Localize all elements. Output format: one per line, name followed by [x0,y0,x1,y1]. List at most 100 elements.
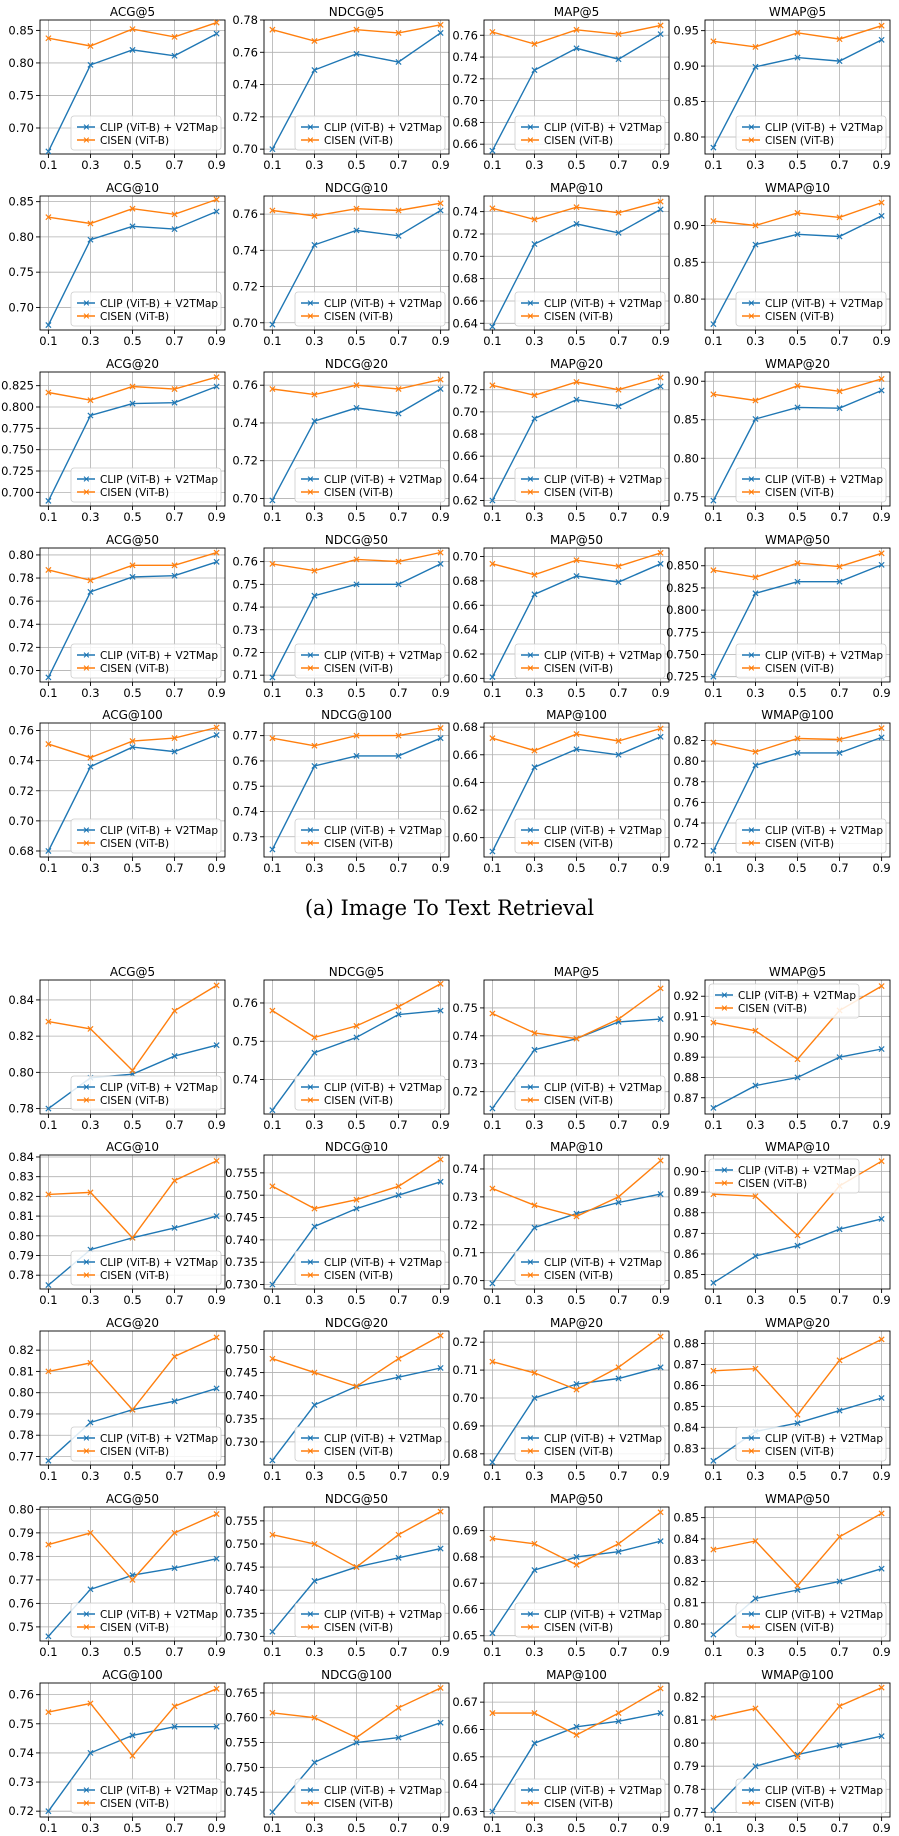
chart-a-wmap-10-xtick-label: 0.1 [704,334,722,348]
chart-a-ndcg-5-ytick-label: 0.74 [232,78,258,92]
chart-b-wmap-10-xtick-label: 0.3 [746,1293,764,1307]
chart-b-wmap-50-xtick-label: 0.5 [788,1645,806,1659]
chart-a-acg-20-legend-box [70,467,222,503]
chart-a-acg-20-series-clip-vit-b-v2tmap-point [171,399,178,406]
chart-a-map-5-series-clip-vit-b-v2tmap-point [657,31,664,38]
chart-a-ndcg-100-series-cisen-vit-b-point [437,725,444,732]
chart-a-map-20-series-cisen-vit-b-point [657,374,664,381]
chart-a-ndcg-20-series-clip-vit-b-v2tmap-point [311,418,318,425]
chart-a-map-20-legend-label: CLIP (ViT-B) + V2TMap [544,474,662,486]
chart-a-acg-20-ytick-label: 0.725 [1,464,34,478]
chart-a-wmap-5-legend-box [735,115,887,151]
chart-a-acg-20-xtick-label: 0.1 [39,510,57,524]
chart-a-map-5-ytick-label: 0.70 [452,94,478,108]
chart-a-map-5-series-clip-vit-b-v2tmap-point [489,147,496,154]
chart-b-ndcg-50-series-cisen-vit-b-point [311,1540,318,1547]
chart-b-map-5-series-cisen-vit-b-point [573,1035,580,1042]
chart-b-acg-10-xtick-label: 0.3 [81,1293,99,1307]
chart-a-map-20-legend-label: CISEN (ViT-B) [544,487,613,499]
chart-a-ndcg-5-series-cisen-vit-b-point [269,26,276,33]
chart-a-map-20-xtick-label: 0.9 [651,510,669,524]
chart-a-wmap-100-xtick-label: 0.1 [704,861,722,875]
chart-b-map-20-ytick-label: 0.70 [452,1391,478,1405]
chart-a-map-5-ytick-label: 0.66 [452,137,478,151]
chart-b-acg-100-xtick-label: 0.7 [165,1821,183,1835]
chart-b-ndcg-50-legend-box [294,1602,446,1638]
chart-a-acg-100-xtick-label: 0.3 [81,861,99,875]
chart-a-wmap-10-ytick-label: 0.90 [673,218,699,232]
chart-a-ndcg-20-legend-marker [307,489,314,495]
chart-a-wmap-10-series-clip-vit-b-v2tmap-point [794,231,801,238]
chart-a-map-10-series-cisen-vit-b-point [531,216,538,223]
chart-a-wmap-50-series-clip-vit-b-v2tmap-point [710,673,717,680]
chart-b-acg-50-series-cisen-vit-b-point [129,1576,136,1583]
chart-a-map-5-series-cisen-vit-b-point [489,28,496,36]
chart-a-acg-10-legend-label: CISEN (ViT-B) [100,311,169,323]
chart-a-map-10-ytick-label: 0.70 [452,249,478,263]
chart-a-wmap-5-xtick-label: 0.9 [872,158,890,172]
chart-a-ndcg-50-xtick-label: 0.1 [263,686,281,700]
chart-a-wmap-100-xtick-label: 0.9 [872,861,890,875]
chart-a-wmap-20: 0.1 0.3 0.5 0.7 0.9 0.75 0.80 0.85 0.90 WMAP@20 CL… [673,357,890,524]
chart-a-ndcg-5-ytick-label: 0.72 [232,110,258,124]
chart-a-acg-50-xtick-label: 0.3 [81,686,99,700]
chart-a-map-20-legend-box [514,467,666,503]
chart-b-ndcg-100: 0.1 0.3 0.5 0.7 0.9 0.745 0.750 0.755 0.760 0.765… [225,1668,450,1835]
chart-a-wmap-100-series-clip-vit-b-v2tmap-point [878,734,885,741]
chart-a-ndcg-5-ytick-label: 0.70 [232,142,258,156]
chart-b-map-50-series-cisen-vit-b-point [573,1561,580,1568]
chart-b-wmap-20-series-cisen-vit-b-point [710,1367,717,1374]
chart-b-acg-10-ytick-label: 0.80 [8,1229,34,1243]
chart-a-wmap-100-xtick-label: 0.5 [788,861,806,875]
chart-b-wmap-20-series-cisen-vit-b-point [794,1411,801,1418]
chart-a-map-10-series-clip-vit-b-v2tmap-point [573,220,580,227]
chart-b-wmap-100-title: WMAP@100 [761,1668,834,1682]
chart-b-map-5-legend-marker [527,1084,534,1090]
chart-a-ndcg-10-ytick-label: 0.70 [232,316,258,330]
chart-a-ndcg-5-title: NDCG@5 [329,5,385,19]
chart-b-acg-20-series-cisen-vit-b-point [87,1359,94,1366]
chart-b-acg-10-title: ACG@10 [106,1140,159,1154]
chart-b-acg-50-series-clip-vit-b-v2tmap-point [213,1555,220,1562]
chart-b-wmap-5-series-clip-vit-b-v2tmap-point [878,1046,885,1053]
chart-a-acg-20-ytick-label: 0.700 [1,485,34,499]
chart-b-ndcg-50-legend-marker [307,1624,314,1630]
chart-b-map-100-ytick-label: 0.65 [452,1750,478,1764]
chart-a-map-100-series-cisen-vit-b-point [489,735,496,742]
chart-a-ndcg-50-series-cisen-vit-b-point [395,558,402,565]
chart-b-map-10-title: MAP@10 [550,1140,603,1154]
chart-b-wmap-50-series-cisen-vit-b-point [878,1510,885,1517]
chart-a-wmap-20-xtick-label: 0.7 [830,510,848,524]
chart-a-ndcg-20-title: NDCG@20 [325,357,388,371]
chart-a-wmap-10-series-clip-vit-b-v2tmap-point [878,212,885,219]
chart-b-wmap-10-ytick-label: 0.89 [673,1185,699,1199]
chart-b-acg-5-title: ACG@5 [110,965,155,979]
chart-a-map-100-legend-marker [527,840,534,846]
chart-b-ndcg-50-xtick-label: 0.7 [389,1645,407,1659]
chart-b-map-10-series-clip-vit-b-v2tmap-point [615,1199,622,1206]
chart-a-ndcg-10-series-cisen-vit-b-point [437,200,444,207]
chart-b-wmap-50-legend-marker [748,1611,755,1617]
chart-b-wmap-50-xtick-label: 0.9 [872,1645,890,1659]
chart-b-ndcg-5-series-cisen-vit-b-point [395,1003,402,1010]
chart-b-acg-50-xtick-label: 0.1 [39,1645,57,1659]
chart-a-wmap-50-xtick-label: 0.7 [830,686,848,700]
chart-a-wmap-100-xtick-label: 0.7 [830,861,848,875]
chart-a-acg-20-series-cisen-vit-b-point [213,374,220,381]
chart-b-acg-100-series-cisen-vit-b-point [45,1709,52,1716]
chart-a-map-100-series-clip-vit-b-v2tmap-point [531,764,538,771]
chart-b-map-5-series-clip-vit-b-v2tmap-point [489,1105,496,1112]
chart-a-acg-20-series-clip-vit-b-v2tmap-point [45,497,52,504]
chart-a-acg-100-series-clip-vit-b-v2tmap-point [213,732,220,739]
chart-a-ndcg-5-legend-marker [307,124,314,130]
chart-a-wmap-50-series-clip-vit-b-v2tmap-point [878,561,885,568]
chart-a-wmap-20-series-cisen-vit-b-point [878,375,885,382]
chart-b-wmap-10-ytick-label: 0.86 [673,1247,699,1261]
chart-a-ndcg-100-ytick-label: 0.74 [232,804,258,818]
chart-a-ndcg-10-series-clip-vit-b-v2tmap-point [437,207,444,214]
chart-b-ndcg-50: 0.1 0.3 0.5 0.7 0.9 0.730 0.735 0.740 0.745 0.750… [225,1492,450,1659]
chart-a-wmap-10-legend-label: CLIP (ViT-B) + V2TMap [765,298,883,310]
